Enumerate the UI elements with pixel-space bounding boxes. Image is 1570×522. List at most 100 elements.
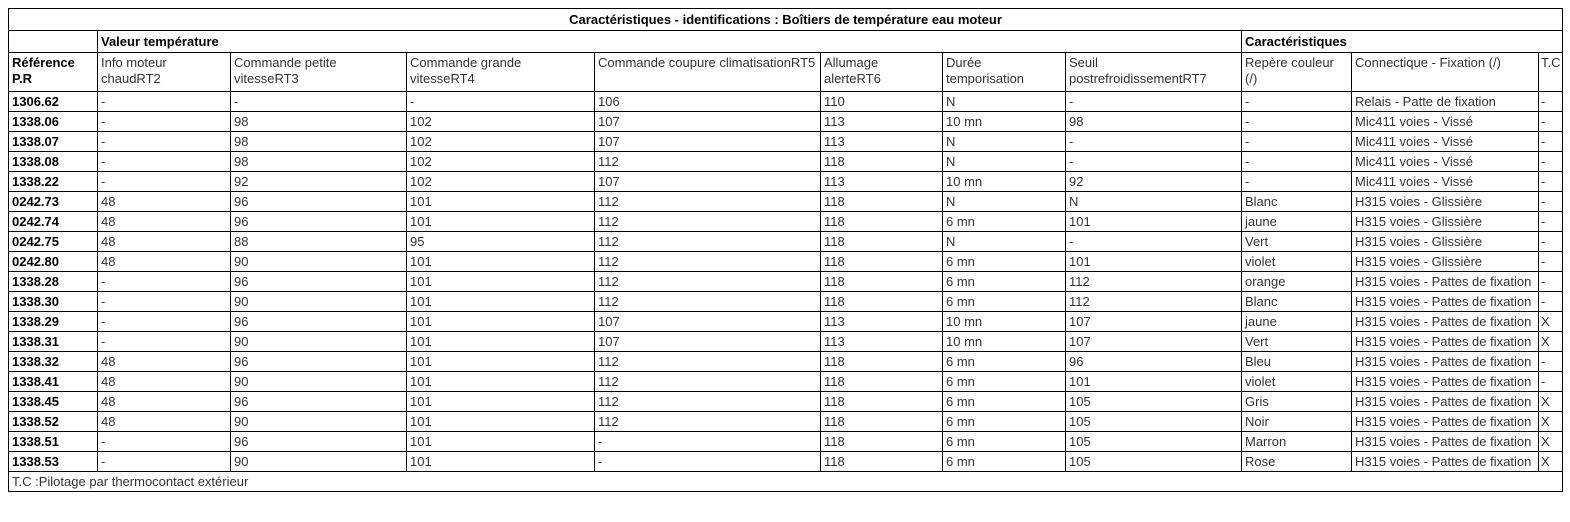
table-row: 1338.28-96 101 112 118 6 mn 112 orange H315 voi… — [8, 271, 1564, 292]
cell-reference: 0242.80 — [8, 251, 98, 272]
cell-allumage-alerte-rt6: 113 — [820, 331, 943, 352]
cell-tc: X — [1537, 451, 1564, 472]
column-header-commande-petite-vitesse-rt3: Commande petite vitesseRT3 — [230, 52, 407, 92]
cell-commande-coupure-climatisation-rt5: 112 — [594, 391, 821, 412]
cell-info-moteur-chaud-rt2: - — [97, 311, 231, 332]
cell-repere-couleur: jaune — [1241, 311, 1352, 332]
cell-commande-grande-vitesse-rt4: - — [406, 91, 595, 112]
cell-commande-petite-vitesse-rt3: 98 — [230, 111, 407, 132]
table-row: 1338.22-92 102 107 113 10 mn 92- Mic411 voies … — [8, 171, 1564, 192]
cell-allumage-alerte-rt6: 118 — [820, 371, 943, 392]
cell-commande-coupure-climatisation-rt5: 112 — [594, 411, 821, 432]
cell-repere-couleur: violet — [1241, 251, 1352, 272]
cell-tc: - — [1537, 291, 1564, 312]
column-header-duree-temporisation: Durée temporisation — [942, 52, 1066, 92]
cell-commande-petite-vitesse-rt3: - — [230, 91, 407, 112]
cell-commande-grande-vitesse-rt4: 101 — [406, 371, 595, 392]
cell-info-moteur-chaud-rt2: - — [97, 151, 231, 172]
column-header-info-moteur-chaud-rt2: Info moteur chaudRT2 — [97, 52, 231, 92]
cell-commande-grande-vitesse-rt4: 101 — [406, 431, 595, 452]
cell-repere-couleur: Vert — [1241, 331, 1352, 352]
cell-commande-petite-vitesse-rt3: 98 — [230, 151, 407, 172]
cell-tc: X — [1537, 331, 1564, 352]
cell-seuil-postrefroidissement-rt7: 92 — [1065, 171, 1242, 192]
cell-commande-coupure-climatisation-rt5: 112 — [594, 291, 821, 312]
cell-commande-coupure-climatisation-rt5: 107 — [594, 331, 821, 352]
cell-duree-temporisation: N — [942, 191, 1066, 212]
table-row: 1338.30-90 101 112 118 6 mn 112 Blanc H315 voie… — [8, 291, 1564, 312]
cell-tc: X — [1537, 311, 1564, 332]
cell-info-moteur-chaud-rt2: - — [97, 91, 231, 112]
cell-seuil-postrefroidissement-rt7: 105 — [1065, 391, 1242, 412]
cell-tc: - — [1537, 191, 1564, 212]
cell-info-moteur-chaud-rt2: 48 — [97, 191, 231, 212]
cell-commande-petite-vitesse-rt3: 96 — [230, 191, 407, 212]
table-row: 1338.29-96 101 107 113 10 mn 107 jaune H315 voi… — [8, 311, 1564, 332]
cell-allumage-alerte-rt6: 113 — [820, 131, 943, 152]
cell-seuil-postrefroidissement-rt7: - — [1065, 151, 1242, 172]
cell-seuil-postrefroidissement-rt7: - — [1065, 91, 1242, 112]
footnote-row: T.C :Pilotage par thermocontact extérieu… — [7, 471, 1564, 492]
cell-seuil-postrefroidissement-rt7: 112 — [1065, 291, 1242, 312]
cell-repere-couleur: - — [1241, 151, 1352, 172]
table-header: Caractéristiques - identifications : Boî… — [7, 8, 1564, 92]
cell-duree-temporisation: 10 mn — [942, 171, 1066, 192]
cell-commande-petite-vitesse-rt3: 88 — [230, 231, 407, 252]
cell-commande-grande-vitesse-rt4: 101 — [406, 291, 595, 312]
cell-seuil-postrefroidissement-rt7: 98 — [1065, 111, 1242, 132]
cell-repere-couleur: Blanc — [1241, 191, 1352, 212]
cell-commande-grande-vitesse-rt4: 101 — [406, 271, 595, 292]
table-row: 0242.73 48 96 101 112 118 N N Blanc H315 voies - … — [8, 191, 1564, 212]
cell-commande-coupure-climatisation-rt5: 107 — [594, 131, 821, 152]
cell-connectique-fixation: Mic411 voies - Vissé — [1351, 151, 1539, 172]
table-row: 1306.62- - -106 110 N - - Relais - Patte de fix… — [8, 91, 1564, 112]
cell-connectique-fixation: H315 voies - Pattes de fixation — [1351, 411, 1539, 432]
cell-allumage-alerte-rt6: 113 — [820, 311, 943, 332]
cell-info-moteur-chaud-rt2: 48 — [97, 391, 231, 412]
cell-repere-couleur: Rose — [1241, 451, 1352, 472]
footnote: T.C :Pilotage par thermocontact extérieu… — [7, 471, 1564, 492]
cell-info-moteur-chaud-rt2: - — [97, 431, 231, 452]
cell-repere-couleur: Marron — [1241, 431, 1352, 452]
cell-repere-couleur: Bleu — [1241, 351, 1352, 372]
cell-reference: 1338.45 — [8, 391, 98, 412]
cell-info-moteur-chaud-rt2: 48 — [97, 231, 231, 252]
cell-commande-grande-vitesse-rt4: 102 — [406, 151, 595, 172]
cell-tc: - — [1537, 271, 1564, 292]
column-header-seuil-postrefroidissement-rt7: Seuil postrefroidissementRT7 — [1065, 52, 1242, 92]
spec-table: Caractéristiques - identifications : Boî… — [7, 8, 1564, 492]
cell-tc: - — [1537, 251, 1564, 272]
cell-tc: X — [1537, 391, 1564, 412]
cell-commande-coupure-climatisation-rt5: 112 — [594, 371, 821, 392]
cell-reference: 0242.74 — [8, 211, 98, 232]
cell-repere-couleur: orange — [1241, 271, 1352, 292]
table-row: 1338.32 48 96 101 112 118 6 mn 96 Bleu H315 voies… — [8, 351, 1564, 372]
cell-commande-petite-vitesse-rt3: 96 — [230, 391, 407, 412]
group-header-row: Valeur température Caractéristiques — [8, 30, 1564, 53]
cell-connectique-fixation: H315 voies - Pattes de fixation — [1351, 351, 1539, 372]
cell-tc: - — [1537, 351, 1564, 372]
cell-reference: 1306.62 — [8, 91, 98, 112]
cell-seuil-postrefroidissement-rt7: 107 — [1065, 331, 1242, 352]
cell-connectique-fixation: H315 voies - Glissière — [1351, 191, 1539, 212]
cell-commande-grande-vitesse-rt4: 101 — [406, 211, 595, 232]
cell-reference: 1338.51 — [8, 431, 98, 452]
cell-seuil-postrefroidissement-rt7: 112 — [1065, 271, 1242, 292]
cell-duree-temporisation: N — [942, 231, 1066, 252]
cell-repere-couleur: Blanc — [1241, 291, 1352, 312]
cell-commande-coupure-climatisation-rt5: 112 — [594, 191, 821, 212]
cell-connectique-fixation: H315 voies - Glissière — [1351, 211, 1539, 232]
column-header-commande-coupure-climatisation-rt5: Commande coupure climatisationRT5 — [594, 52, 821, 92]
cell-commande-grande-vitesse-rt4: 101 — [406, 351, 595, 372]
cell-commande-coupure-climatisation-rt5: 112 — [594, 231, 821, 252]
cell-info-moteur-chaud-rt2: 48 — [97, 411, 231, 432]
cell-info-moteur-chaud-rt2: - — [97, 451, 231, 472]
cell-allumage-alerte-rt6: 118 — [820, 191, 943, 212]
cell-commande-grande-vitesse-rt4: 101 — [406, 331, 595, 352]
cell-reference: 1338.30 — [8, 291, 98, 312]
cell-tc: X — [1537, 431, 1564, 452]
cell-duree-temporisation: 6 mn — [942, 291, 1066, 312]
cell-repere-couleur: Gris — [1241, 391, 1352, 412]
title-row: Caractéristiques - identifications : Boî… — [7, 8, 1564, 31]
